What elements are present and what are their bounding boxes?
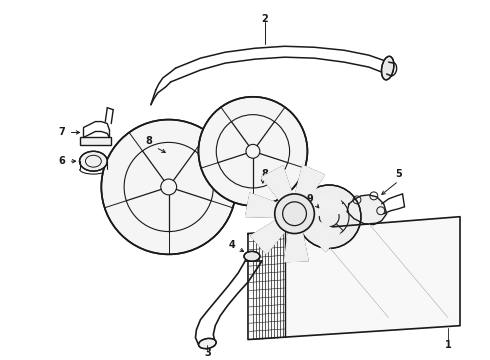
Polygon shape bbox=[248, 217, 460, 339]
Polygon shape bbox=[284, 225, 308, 262]
Polygon shape bbox=[262, 166, 294, 206]
Text: 9: 9 bbox=[306, 194, 313, 204]
Text: 1: 1 bbox=[445, 339, 451, 350]
Polygon shape bbox=[347, 195, 387, 225]
Text: 8: 8 bbox=[261, 169, 268, 179]
Text: 7: 7 bbox=[58, 127, 65, 138]
Text: 2: 2 bbox=[262, 14, 268, 23]
Polygon shape bbox=[300, 216, 340, 252]
Text: 5: 5 bbox=[395, 169, 402, 179]
Text: 8: 8 bbox=[146, 136, 152, 147]
Ellipse shape bbox=[244, 251, 260, 261]
Ellipse shape bbox=[275, 194, 315, 234]
Ellipse shape bbox=[198, 338, 216, 348]
Text: 3: 3 bbox=[204, 348, 211, 359]
Polygon shape bbox=[304, 190, 343, 216]
Ellipse shape bbox=[79, 151, 107, 171]
Ellipse shape bbox=[161, 179, 176, 195]
Ellipse shape bbox=[246, 144, 260, 158]
Bar bbox=[79, 138, 111, 145]
Polygon shape bbox=[245, 193, 284, 217]
Ellipse shape bbox=[382, 56, 394, 80]
Text: 4: 4 bbox=[229, 240, 236, 251]
Ellipse shape bbox=[198, 97, 307, 206]
Ellipse shape bbox=[297, 185, 361, 248]
Text: 6: 6 bbox=[58, 156, 65, 166]
Polygon shape bbox=[251, 217, 290, 254]
Polygon shape bbox=[294, 165, 324, 205]
Ellipse shape bbox=[101, 120, 236, 255]
